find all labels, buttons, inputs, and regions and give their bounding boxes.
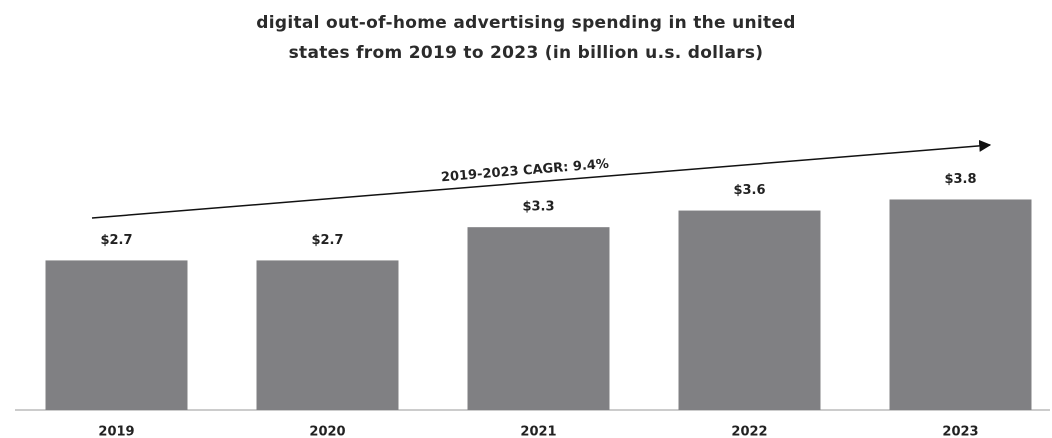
x-tick-label: 2019	[98, 425, 134, 438]
value-label: $3.8	[944, 172, 976, 187]
bar	[889, 199, 1032, 410]
x-tick-label: 2023	[942, 425, 978, 438]
cagr-arrow	[91, 139, 992, 219]
value-label: $3.6	[733, 183, 765, 198]
x-tick-label: 2021	[520, 425, 556, 438]
bar	[467, 227, 610, 410]
bar	[678, 210, 821, 410]
bar	[45, 260, 188, 410]
x-tick-label: 2020	[309, 425, 345, 438]
x-tick-label: 2022	[731, 425, 767, 438]
annotation: 2019-2023 CAGR: 9.4%	[440, 157, 609, 186]
bar	[256, 260, 399, 410]
chart-title: digital out-of-home advertising spending…	[256, 13, 796, 63]
value-label: $3.3	[522, 200, 554, 215]
value-label: $2.7	[100, 233, 132, 248]
value-label: $2.7	[311, 233, 343, 248]
